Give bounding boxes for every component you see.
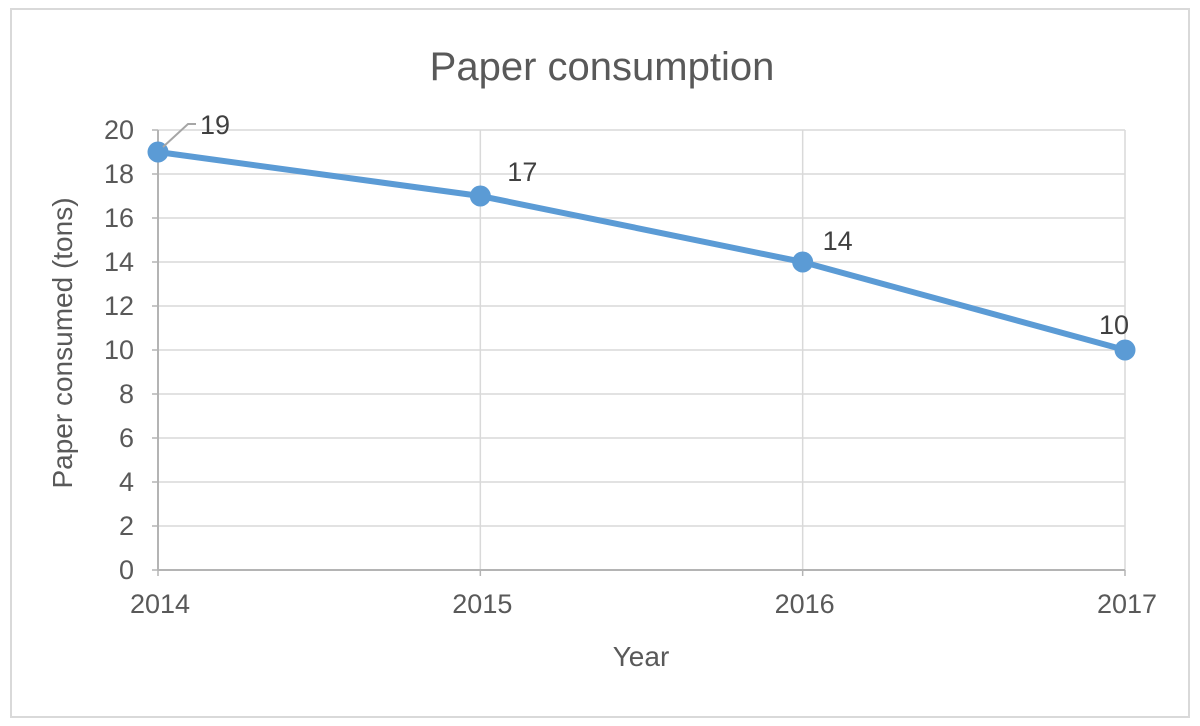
- data-label: 17: [507, 157, 537, 187]
- data-label: 14: [823, 226, 853, 256]
- tick-labels: 0 2 4 6 8 10 12 14 16 18 20 2014 2015 2016 2017: [104, 115, 1157, 619]
- axes: [152, 129, 1126, 576]
- x-tick-label: 2014: [130, 589, 190, 619]
- y-tick-label: 10: [104, 335, 134, 365]
- x-tick-label: 2015: [452, 589, 512, 619]
- data-label: 10: [1099, 310, 1129, 340]
- y-tick-label: 6: [119, 423, 134, 453]
- x-tick-label: 2016: [775, 589, 835, 619]
- data-label-leader-line: [162, 123, 196, 148]
- data-label: 19: [200, 110, 230, 140]
- x-axis-title: Year: [613, 641, 670, 672]
- y-tick-label: 8: [119, 379, 134, 409]
- gridlines: [158, 129, 1126, 570]
- y-tick-label: 12: [104, 291, 134, 321]
- x-tick-label: 2017: [1097, 589, 1157, 619]
- data-labels: 19 17 14 10: [162, 110, 1129, 340]
- y-tick-label: 20: [104, 115, 134, 145]
- data-point-marker: [469, 185, 491, 207]
- data-point-marker: [1114, 339, 1136, 361]
- data-series: [147, 141, 1136, 361]
- y-tick-label: 16: [104, 203, 134, 233]
- y-tick-label: 14: [104, 247, 134, 277]
- chart-frame: [10, 8, 1190, 718]
- y-tick-label: 0: [119, 555, 134, 585]
- data-point-marker: [792, 251, 814, 273]
- chart-title: Paper consumption: [430, 45, 775, 89]
- y-tick-label: 18: [104, 159, 134, 189]
- y-tick-label: 4: [119, 467, 134, 497]
- series-line: [155, 149, 1128, 353]
- y-tick-label: 2: [119, 511, 134, 541]
- y-axis-title: Paper consumed (tons): [47, 197, 78, 488]
